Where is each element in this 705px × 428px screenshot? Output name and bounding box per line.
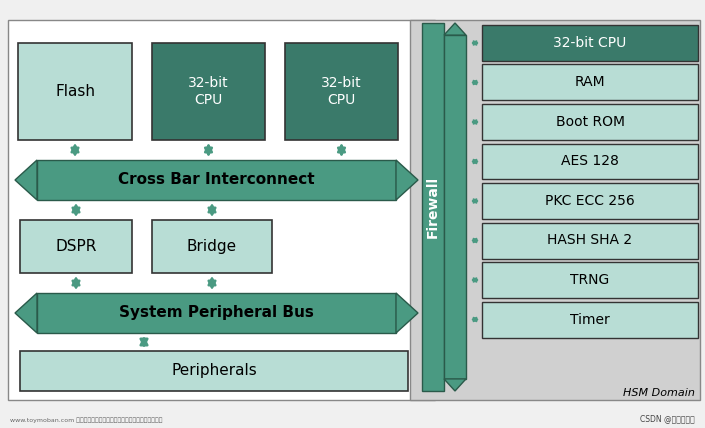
Bar <box>482 104 698 140</box>
Text: Boot ROM: Boot ROM <box>556 115 625 129</box>
Polygon shape <box>15 160 37 200</box>
Text: HASH SHA 2: HASH SHA 2 <box>548 234 632 247</box>
Text: Firewall: Firewall <box>426 176 440 238</box>
Text: System Peripheral Bus: System Peripheral Bus <box>119 306 314 321</box>
Polygon shape <box>396 160 418 200</box>
Text: www.toymoban.com 网络图片仅供展示，非作者，如有侵权请联系删除。: www.toymoban.com 网络图片仅供展示，非作者，如有侵权请联系删除。 <box>10 417 162 423</box>
Bar <box>8 20 435 400</box>
Text: Timer: Timer <box>570 312 610 327</box>
Text: RAM: RAM <box>575 75 606 89</box>
Text: Bridge: Bridge <box>187 239 237 254</box>
Text: 32-bit CPU: 32-bit CPU <box>553 36 627 50</box>
Text: Flash: Flash <box>55 84 95 99</box>
Bar <box>37 293 396 333</box>
Polygon shape <box>15 293 37 333</box>
Text: Peripherals: Peripherals <box>171 363 257 378</box>
Text: Cross Bar Interconnect: Cross Bar Interconnect <box>118 172 315 187</box>
Bar <box>410 20 700 400</box>
Bar <box>18 43 132 140</box>
Text: CSDN @快乐的机图: CSDN @快乐的机图 <box>640 414 695 423</box>
Bar <box>20 351 408 391</box>
Bar <box>20 220 132 273</box>
Bar <box>482 143 698 179</box>
Polygon shape <box>396 293 418 333</box>
Bar <box>422 23 444 391</box>
Bar <box>482 301 698 338</box>
Bar <box>482 183 698 219</box>
Bar <box>482 262 698 298</box>
Bar <box>444 35 466 379</box>
Text: 32-bit
CPU: 32-bit CPU <box>321 77 362 107</box>
Text: PKC ECC 256: PKC ECC 256 <box>545 194 635 208</box>
Polygon shape <box>444 379 466 391</box>
Text: TRNG: TRNG <box>570 273 610 287</box>
Bar <box>482 223 698 259</box>
Polygon shape <box>444 23 466 35</box>
Text: 32-bit
CPU: 32-bit CPU <box>188 77 229 107</box>
Bar <box>482 65 698 101</box>
Text: HSM Domain: HSM Domain <box>623 388 695 398</box>
Bar <box>152 43 265 140</box>
Bar <box>152 220 272 273</box>
Bar <box>37 160 396 200</box>
Bar <box>285 43 398 140</box>
Text: DSPR: DSPR <box>55 239 97 254</box>
Text: AES 128: AES 128 <box>561 155 619 169</box>
Bar <box>482 25 698 61</box>
